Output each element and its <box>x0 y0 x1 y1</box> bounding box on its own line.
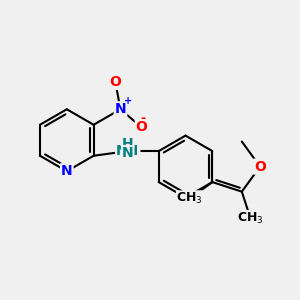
Text: N: N <box>61 164 73 178</box>
Text: NH: NH <box>116 144 139 158</box>
Text: +: + <box>124 96 132 106</box>
Text: N: N <box>122 146 134 160</box>
Text: CH$_3$: CH$_3$ <box>237 211 264 226</box>
Text: O: O <box>110 75 121 89</box>
Text: CH$_3$: CH$_3$ <box>176 191 203 206</box>
Text: O: O <box>136 120 148 134</box>
Text: -: - <box>140 112 145 125</box>
Text: N: N <box>115 102 126 116</box>
Text: O: O <box>254 160 266 174</box>
Text: H: H <box>122 137 134 151</box>
